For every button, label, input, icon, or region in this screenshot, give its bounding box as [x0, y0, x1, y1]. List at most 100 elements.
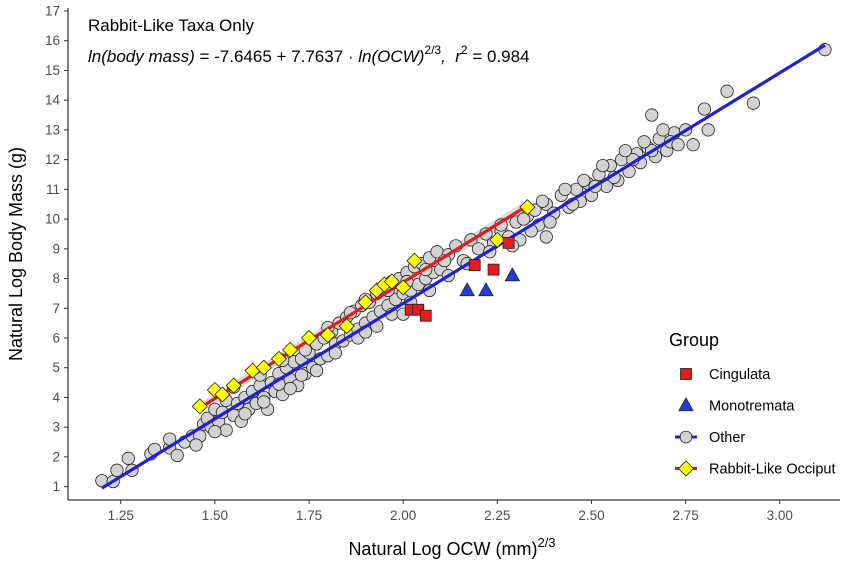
point-rabbit-like-occiput	[191, 398, 208, 415]
x-tick-label: 2.00	[390, 508, 416, 523]
point-other	[170, 448, 184, 463]
legend-swatch-monotremata	[678, 397, 694, 412]
point-other	[618, 144, 632, 158]
legend-label-rabbit: Rabbit-Like Occiput	[709, 462, 836, 478]
point-other	[517, 212, 531, 226]
legend-label-cingulata: Cingulata	[709, 367, 771, 383]
point-rabbit-like-occiput	[357, 294, 374, 311]
point-other	[558, 182, 572, 196]
x-tick-label: 1.50	[202, 508, 228, 523]
point-rabbit-like-occiput	[225, 377, 242, 394]
point-rabbit-like-occiput	[214, 386, 231, 403]
legend-label-other: Other	[709, 430, 745, 446]
point-rabbit-like-occiput	[395, 279, 412, 296]
series-cingulata	[404, 236, 515, 322]
legend-items: Cingulata Monotremata Other Rabbit-Like Occ…	[675, 367, 836, 478]
point-other	[746, 96, 760, 110]
x-tick-label: 2.50	[578, 508, 604, 523]
legend-swatch-rabbit	[677, 460, 695, 477]
point-rabbit-like-occiput	[383, 273, 400, 290]
point-other	[656, 123, 670, 137]
legend-swatch-cingulata	[680, 368, 692, 380]
point-other	[219, 423, 233, 437]
point-other	[283, 381, 297, 396]
legend-swatch-other	[679, 430, 693, 444]
point-other	[720, 84, 734, 98]
point-other	[208, 425, 222, 439]
x-axis-title-text: Natural Log OCW (mm)	[348, 539, 537, 559]
x-axis-title-exponent: 2/3	[537, 535, 555, 550]
y-tick-label: 1	[52, 479, 60, 494]
point-other	[637, 135, 651, 149]
equation-lhs: ln(body mass)	[88, 47, 195, 66]
legend: Group Cingulata Monotremata Other Rabbit-Li…	[669, 330, 836, 478]
equation-r-exponent: 2	[461, 43, 468, 57]
x-tick-label: 3.00	[767, 508, 793, 523]
point-rabbit-like-occiput	[300, 329, 318, 347]
point-other	[121, 451, 135, 465]
point-other	[596, 158, 610, 173]
y-tick-label: 6	[52, 330, 60, 345]
point-other	[686, 138, 700, 152]
legend-title: Group	[669, 330, 719, 350]
series-rabbit-like-occiput	[191, 199, 536, 415]
point-monotremata	[459, 282, 475, 297]
x-tick-label: 1.75	[296, 508, 322, 523]
y-tick-label: 7	[52, 301, 60, 316]
point-monotremata	[504, 267, 521, 282]
point-other	[645, 108, 659, 122]
legend-label-monotremata: Monotremata	[709, 399, 795, 415]
equation-exponent: 2/3	[424, 43, 441, 57]
point-other	[697, 102, 712, 116]
point-monotremata	[478, 282, 494, 297]
x-tick-label: 2.75	[672, 508, 698, 523]
point-cingulata	[468, 259, 481, 272]
x-axis-ticks: 1.25 1.50 1.75 2.00 2.25 2.50 2.75 3.00	[108, 500, 793, 523]
x-tick-label: 2.25	[484, 508, 510, 523]
x-axis-title: Natural Log OCW (mm)2/3	[348, 535, 555, 559]
point-other	[535, 194, 550, 208]
y-tick-label: 13	[45, 122, 60, 137]
y-tick-label: 5	[52, 360, 60, 375]
point-other	[543, 215, 557, 229]
legend-item-monotremata: Monotremata	[678, 397, 795, 415]
point-cingulata	[502, 236, 515, 249]
point-rabbit-like-occiput	[319, 326, 336, 344]
point-cingulata	[419, 309, 432, 322]
y-tick-label: 2	[52, 449, 60, 464]
y-tick-label: 11	[46, 182, 60, 197]
point-rabbit-like-occiput	[519, 199, 536, 216]
y-tick-label: 16	[45, 33, 60, 48]
point-rabbit-like-occiput	[338, 318, 355, 335]
legend-item-other: Other	[675, 430, 745, 446]
point-other	[577, 173, 591, 188]
point-other	[189, 438, 203, 452]
legend-item-cingulata: Cingulata	[680, 367, 771, 383]
y-tick-label: 17	[45, 3, 60, 18]
y-tick-label: 9	[52, 241, 60, 256]
annotation-title: Rabbit-Like Taxa Only	[88, 16, 254, 35]
y-tick-label: 8	[52, 271, 60, 286]
point-other	[701, 123, 715, 137]
x-tick-label: 1.25	[108, 508, 134, 523]
point-rabbit-like-occiput	[270, 350, 287, 367]
legend-item-rabbit: Rabbit-Like Occiput	[675, 460, 836, 478]
point-other	[238, 407, 252, 421]
y-tick-label: 4	[52, 390, 60, 405]
point-other	[309, 364, 324, 378]
point-other	[671, 138, 685, 152]
point-cingulata	[412, 303, 425, 316]
regression-equation: ln(body mass) = -7.6465 + 7.7637 · ln(OC…	[88, 43, 530, 66]
fit-line-other	[101, 43, 826, 490]
equation-ln: ln(OCW)	[358, 47, 424, 66]
point-other	[257, 395, 271, 409]
point-rabbit-like-occiput	[489, 231, 506, 248]
point-rabbit-like-occiput	[255, 359, 272, 376]
equation-r-value: = 0.984	[468, 47, 530, 66]
y-tick-label: 14	[45, 93, 61, 108]
y-tick-label: 3	[52, 420, 60, 435]
y-tick-label: 10	[45, 212, 60, 227]
